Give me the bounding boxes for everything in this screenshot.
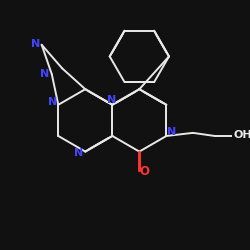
Text: OH: OH: [233, 130, 250, 140]
Text: N: N: [167, 127, 176, 137]
Text: N: N: [48, 98, 57, 108]
Text: N: N: [40, 69, 49, 79]
Text: N: N: [31, 38, 40, 48]
Text: N: N: [106, 95, 116, 105]
Text: O: O: [140, 165, 149, 178]
Text: N: N: [74, 148, 84, 158]
